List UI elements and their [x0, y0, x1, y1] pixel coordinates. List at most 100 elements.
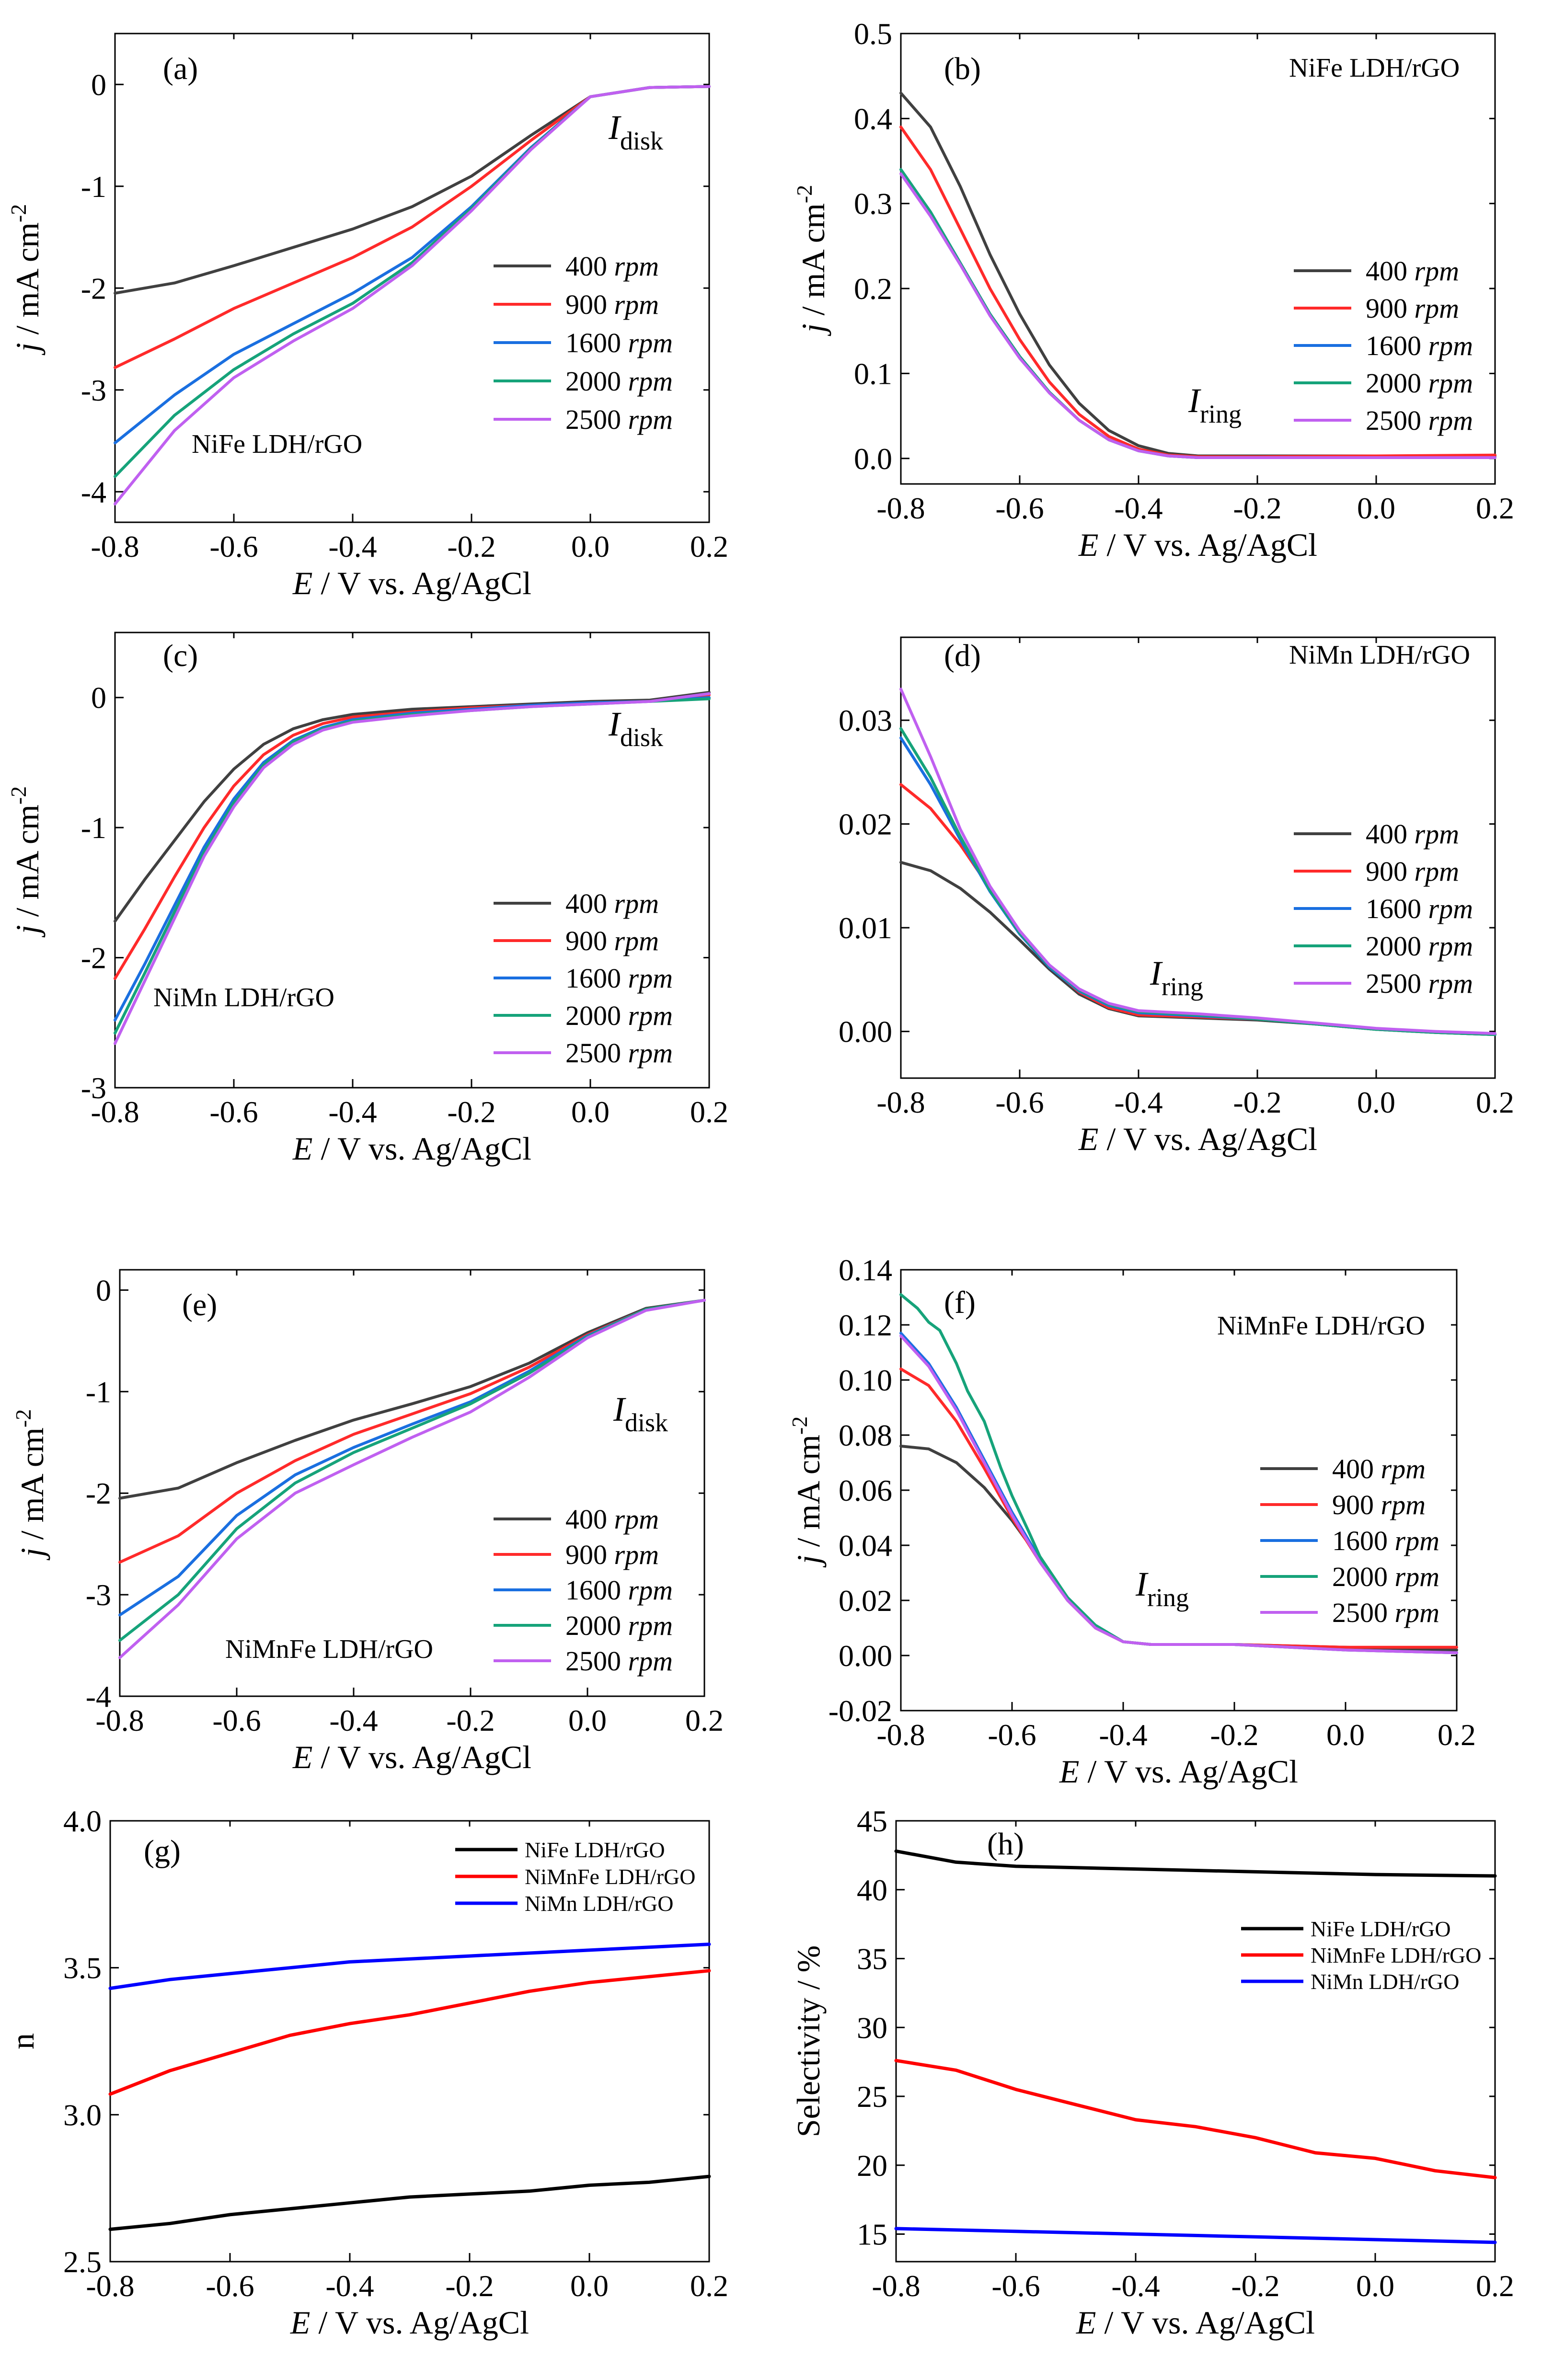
- legend-label: 2000 rpm: [1366, 368, 1473, 399]
- x-axis-label: E / V vs. Ag/AgCl: [1076, 2304, 1315, 2341]
- legend-label: 1600 rpm: [1366, 893, 1473, 924]
- x-tick-label: 0.2: [1476, 2269, 1514, 2303]
- x-axis-label: E / V vs. Ag/AgCl: [1078, 1121, 1317, 1157]
- x-axis-label: E / V vs. Ag/AgCl: [292, 565, 531, 601]
- x-tick-label: -0.2: [1231, 2269, 1279, 2303]
- y-tick-label: 0: [91, 68, 106, 102]
- plot-frame: [109, 1820, 710, 2263]
- x-tick-label: -0.2: [1210, 1718, 1258, 1752]
- x-tick-label: 0.2: [1476, 1085, 1514, 1119]
- x-tick-label: -0.4: [1111, 2269, 1160, 2303]
- y-tick-label: -1: [81, 811, 106, 845]
- legend-label: NiMnFe LDH/rGO: [525, 1864, 695, 1889]
- y-tick-label: -3: [81, 1071, 106, 1105]
- legend-label: 1600 rpm: [565, 1575, 673, 1606]
- x-tick-label: 0.0: [1326, 1718, 1365, 1752]
- y-axis-label: j / mA cm-2: [787, 1416, 827, 1568]
- y-tick-label: -1: [86, 1375, 111, 1409]
- series-line-2500-rpm: [899, 172, 1496, 459]
- current-annotation: Iring: [1150, 954, 1203, 1001]
- current-annotation: Idisk: [608, 705, 663, 752]
- y-tick-label: 20: [857, 2149, 887, 2183]
- legend-label: 1600 rpm: [565, 963, 673, 994]
- legend-label: 900 rpm: [565, 289, 659, 320]
- x-tick-label: 0.2: [1438, 1718, 1476, 1752]
- y-tick-label: -4: [81, 475, 106, 509]
- series-line-nimn-ldh-rgo: [894, 2227, 1497, 2244]
- y-axis-label: Selectivity / %: [790, 1945, 827, 2137]
- y-tick-label: 35: [857, 1942, 887, 1976]
- x-tick-label: -0.4: [328, 1095, 377, 1129]
- legend-label: 900 rpm: [1332, 1489, 1426, 1520]
- series-line-nimnfe-ldh-rgo: [894, 2058, 1497, 2180]
- y-tick-label: 0.01: [839, 911, 892, 945]
- y-tick-label: 3.5: [63, 1951, 102, 1985]
- panel-label: (a): [163, 51, 198, 86]
- y-tick-label: 0.04: [839, 1529, 892, 1563]
- panel-label: (h): [987, 1827, 1024, 1862]
- x-tick-label: -0.6: [212, 1703, 261, 1737]
- x-axis-label: E / V vs. Ag/AgCl: [1078, 527, 1317, 563]
- legend-label: 2000 rpm: [565, 366, 673, 397]
- plot-frame: [900, 33, 1496, 485]
- legend-label: 900 rpm: [1366, 293, 1459, 324]
- series-line-400-rpm: [118, 1299, 706, 1500]
- x-tick-label: 0.0: [570, 2269, 609, 2303]
- panel-label: (b): [944, 51, 981, 86]
- y-tick-label: 0.02: [839, 1584, 892, 1618]
- y-tick-label: 0.3: [854, 187, 892, 221]
- current-annotation: Iring: [1188, 381, 1242, 428]
- plot-frame: [114, 33, 710, 523]
- x-tick-label: -0.6: [209, 1095, 258, 1129]
- legend-label: 400 rpm: [565, 888, 659, 919]
- legend-label: NiMnFe LDH/rGO: [1311, 1943, 1481, 1967]
- x-tick-label: -0.4: [329, 1703, 378, 1737]
- y-tick-label: 0.06: [839, 1473, 892, 1507]
- y-tick-label: 0.00: [839, 1015, 892, 1049]
- x-tick-label: -0.8: [872, 2269, 920, 2303]
- legend-label: 1600 rpm: [1366, 330, 1473, 361]
- x-tick-label: -0.2: [447, 1095, 495, 1129]
- y-tick-label: 4.0: [63, 1804, 102, 1838]
- y-tick-label: 30: [857, 2011, 887, 2045]
- y-tick-label: -4: [86, 1679, 111, 1713]
- y-tick-label: -2: [81, 271, 106, 305]
- legend-label: 2500 rpm: [565, 1037, 673, 1069]
- x-tick-label: -0.2: [445, 2269, 494, 2303]
- legend-label: 1600 rpm: [565, 327, 673, 358]
- x-tick-label: -0.8: [876, 491, 925, 525]
- series-line-2500-rpm: [114, 692, 711, 1045]
- series-line-nife-ldh-rgo: [894, 1849, 1497, 1878]
- x-tick-label: 0.0: [1357, 491, 1395, 525]
- legend-label: 400 rpm: [1366, 818, 1459, 850]
- y-tick-label: -1: [81, 170, 106, 204]
- y-tick-label: 25: [857, 2080, 887, 2114]
- sample-annotation: NiMnFe LDH/rGO: [225, 1634, 433, 1664]
- legend-label: 1600 rpm: [1332, 1525, 1439, 1556]
- y-tick-label: 0.5: [854, 17, 892, 51]
- x-tick-label: -0.8: [91, 1095, 139, 1129]
- y-tick-label: -2: [86, 1476, 111, 1510]
- series-line-2500-rpm: [118, 1299, 706, 1659]
- series-line-2500-rpm: [114, 85, 711, 506]
- x-tick-label: -0.4: [1114, 1085, 1162, 1119]
- current-annotation: Idisk: [608, 108, 663, 155]
- series-line-2500-rpm: [899, 688, 1496, 1035]
- legend-label: 2000 rpm: [565, 1000, 673, 1031]
- y-tick-label: 15: [857, 2218, 887, 2252]
- y-tick-label: 0: [91, 681, 106, 715]
- y-tick-label: 0.10: [839, 1363, 892, 1397]
- series-line-nimnfe-ldh-rgo: [108, 1969, 711, 2096]
- y-axis-label: j / mA cm-2: [6, 204, 46, 356]
- current-annotation: Idisk: [613, 1390, 668, 1437]
- y-axis-label: j / mA cm-2: [6, 786, 46, 938]
- x-tick-label: 0.0: [1357, 1085, 1395, 1119]
- panel-label: (d): [944, 638, 981, 673]
- x-tick-label: 0.2: [690, 529, 728, 563]
- sample-annotation: NiMnFe LDH/rGO: [1217, 1311, 1425, 1341]
- x-tick-label: -0.6: [991, 2269, 1040, 2303]
- y-tick-label: 0.14: [839, 1253, 892, 1287]
- x-tick-label: -0.8: [876, 1085, 925, 1119]
- x-tick-label: -0.4: [328, 529, 377, 563]
- panel-d: -0.8 -0.6 -0.4 -0.2 0.0 0.2 0.00 0.01 0.02 0.03 E …: [839, 636, 1514, 1157]
